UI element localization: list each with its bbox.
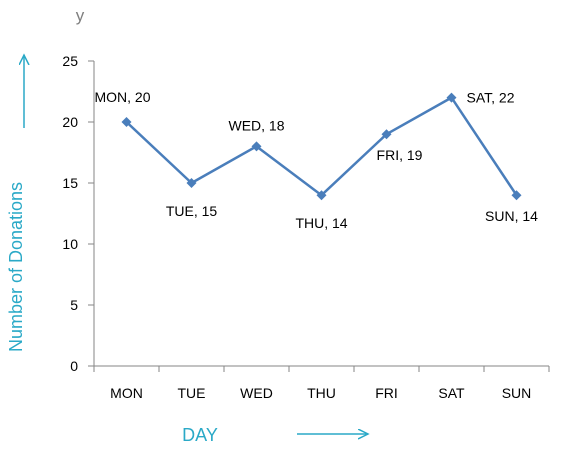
- series-line: [125, 96, 518, 197]
- data-label: WED, 18: [228, 117, 284, 133]
- data-point-marker: [316, 190, 327, 201]
- x-tick-label: MON: [110, 385, 143, 401]
- x-tick-label: SAT: [438, 385, 465, 401]
- y-tick-label: 20: [62, 114, 78, 130]
- data-point-marker: [186, 178, 197, 188]
- y-tick-labels: 0 5 10 15 20 25: [62, 53, 78, 374]
- x-tick-label: THU: [307, 385, 336, 401]
- data-point-marker: [381, 129, 392, 140]
- y-axis-title: Number of Donations: [6, 182, 26, 352]
- data-point-marker: [121, 117, 132, 127]
- data-label: MON, 20: [94, 89, 150, 105]
- data-label: THU, 14: [295, 215, 347, 231]
- series-markers: [121, 92, 522, 201]
- x-tick-labels: MON TUE WED THU FRI SAT SUN: [110, 385, 531, 401]
- corner-y-label: y: [76, 6, 85, 25]
- y-tick-label: 10: [62, 236, 78, 252]
- x-tick-label: FRI: [375, 385, 398, 401]
- axis-ticks: [88, 60, 550, 372]
- data-point-marker: [511, 190, 522, 201]
- y-tick-label: 5: [70, 297, 78, 313]
- y-tick-label: 15: [62, 175, 78, 191]
- data-label: SUN, 14: [485, 208, 538, 224]
- y-tick-label: 25: [62, 53, 78, 69]
- data-point-marker: [446, 92, 457, 103]
- data-label: SAT, 22: [467, 90, 515, 106]
- x-axis-title: DAY: [182, 425, 218, 445]
- data-point-marker: [251, 141, 262, 152]
- x-tick-label: SUN: [502, 385, 532, 401]
- data-labels: MON, 20 TUE, 15 WED, 18 THU, 14 FRI, 19 SAT, …: [94, 89, 538, 231]
- x-tick-label: TUE: [178, 385, 206, 401]
- data-label: FRI, 19: [377, 147, 423, 163]
- x-tick-label: WED: [240, 385, 273, 401]
- data-label: TUE, 15: [166, 203, 218, 219]
- y-tick-label: 0: [70, 358, 78, 374]
